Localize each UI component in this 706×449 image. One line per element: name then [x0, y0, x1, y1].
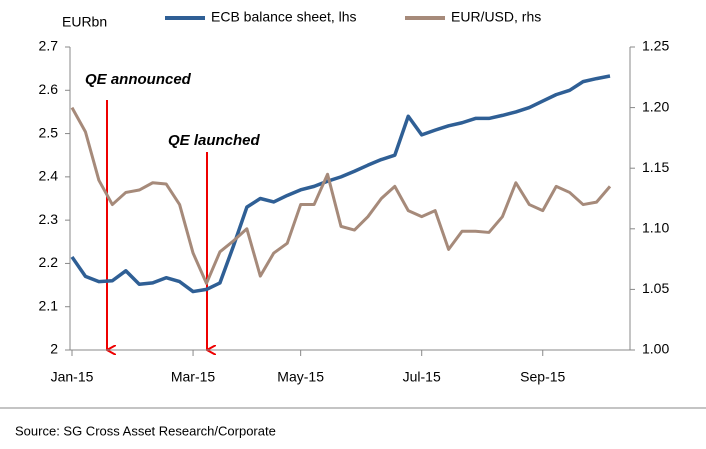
series-line — [70, 106, 612, 285]
y2-tick-label: 1.00 — [642, 341, 669, 357]
x-tick-label: Jan-15 — [51, 369, 94, 385]
legend-label: EUR/USD, rhs — [451, 9, 541, 25]
y2-tick-label: 1.15 — [642, 159, 669, 175]
annotation: QE announced — [85, 71, 192, 88]
annotation: QE launched — [168, 132, 261, 149]
y2-tick-label: 1.20 — [642, 98, 669, 114]
y-tick-label: 2.3 — [39, 211, 59, 227]
legend-label: ECB balance sheet, lhs — [211, 9, 357, 25]
y-axis-label: EURbn — [62, 14, 107, 30]
y-tick-label: 2.2 — [39, 254, 59, 270]
source: Source: SG Cross Asset Research/Corporat… — [15, 423, 276, 438]
x-tick-label: Mar-15 — [171, 369, 216, 385]
y-tick-label: 2.5 — [39, 124, 59, 140]
y-tick-label: 2 — [50, 341, 58, 357]
x-tick-label: Jul-15 — [403, 369, 441, 385]
x-tick-label: May-15 — [277, 369, 324, 385]
y-tick-label: 2.7 — [39, 38, 59, 54]
y2-tick-label: 1.10 — [642, 220, 669, 236]
y-tick-label: 2.1 — [39, 297, 59, 313]
x-tick-label: Sep-15 — [520, 369, 565, 385]
y2-tick-label: 1.25 — [642, 38, 669, 54]
series-line — [70, 74, 611, 294]
y-tick-label: 2.4 — [39, 168, 59, 184]
y-tick-label: 2.6 — [39, 81, 59, 97]
y2-tick-label: 1.05 — [642, 280, 669, 296]
